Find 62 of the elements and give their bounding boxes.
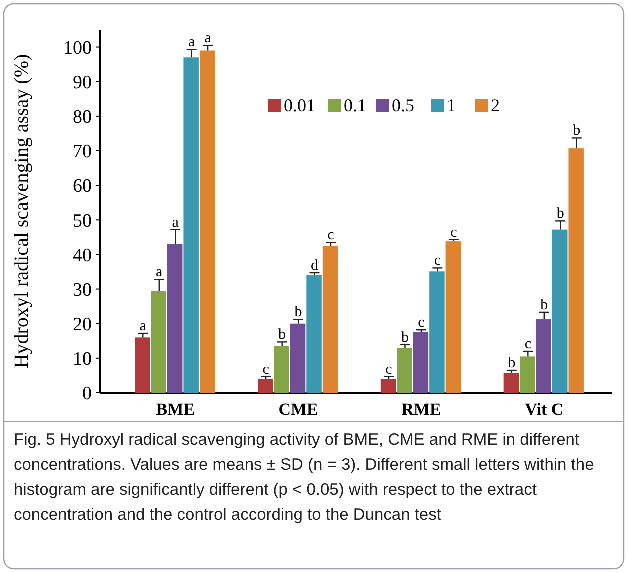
legend-label: 0.1 (344, 95, 366, 116)
data-label: b (573, 123, 581, 140)
bar (274, 346, 290, 393)
bar (167, 244, 183, 393)
legend-label: 1 (447, 95, 456, 116)
y-tick-label: 40 (73, 245, 92, 266)
data-label: c (328, 228, 335, 244)
data-label: b (294, 304, 302, 321)
data-label: c (434, 253, 442, 270)
y-axis-title: Hydroxyl radical scavenging assay (%) (11, 54, 33, 369)
bar (200, 50, 216, 393)
y-tick-label: 80 (73, 107, 92, 128)
data-label: c (262, 362, 270, 378)
bar (536, 319, 552, 393)
bar (380, 379, 396, 393)
y-tick-label: 20 (73, 314, 92, 336)
legend-label: 0.5 (392, 95, 414, 116)
y-tick-label: 100 (64, 38, 92, 59)
bar (397, 348, 412, 393)
bar (322, 246, 338, 393)
bar (151, 291, 166, 393)
y-tick-label: 90 (73, 72, 92, 94)
bar (504, 372, 520, 393)
data-label: a (156, 264, 164, 281)
data-label: a (140, 318, 147, 335)
y-tick-label: 70 (73, 142, 92, 163)
data-label: c (386, 362, 393, 378)
data-label: a (172, 214, 180, 231)
data-label: d (311, 258, 320, 274)
x-tick-label: Vit C (525, 400, 564, 419)
bar (552, 230, 568, 393)
y-tick-label: 30 (73, 280, 92, 301)
legend-label: 2 (491, 95, 500, 116)
y-tick-label: 0 (82, 384, 92, 405)
data-label: b (540, 297, 548, 314)
bar (520, 356, 536, 393)
data-label: a (188, 34, 196, 51)
bar (430, 272, 445, 393)
x-tick-label: BME (156, 400, 195, 419)
bar (290, 324, 306, 393)
x-tick-label: CME (278, 400, 318, 419)
legend-label: 0.01 (284, 95, 316, 116)
y-tick-label: 50 (73, 210, 92, 232)
caption: Fig. 5 Hydroxyl radical scavenging activity of BME, CME and RME in different concentrations. Values are means ± SD (n = 3). Different small letters within the histogram are significantly different (p < 0.05) with respect to the extract concentration and the control according to the Duncan test (14, 430, 596, 526)
bar (135, 338, 150, 393)
data-label: c (450, 224, 458, 241)
x-tick-label: RME (402, 400, 442, 419)
bar (258, 379, 274, 393)
bar (306, 275, 322, 393)
data-label: c (418, 315, 426, 332)
data-label: b (508, 356, 516, 372)
bar (568, 148, 584, 393)
bar (184, 58, 199, 393)
y-tick-label: 60 (73, 176, 92, 198)
data-label: c (524, 336, 532, 353)
data-label: b (556, 206, 564, 222)
data-label: b (401, 330, 409, 346)
bar (413, 332, 429, 393)
bar (446, 242, 462, 393)
data-label: a (204, 30, 212, 47)
y-tick-label: 10 (73, 349, 92, 370)
data-label: b (278, 327, 286, 344)
